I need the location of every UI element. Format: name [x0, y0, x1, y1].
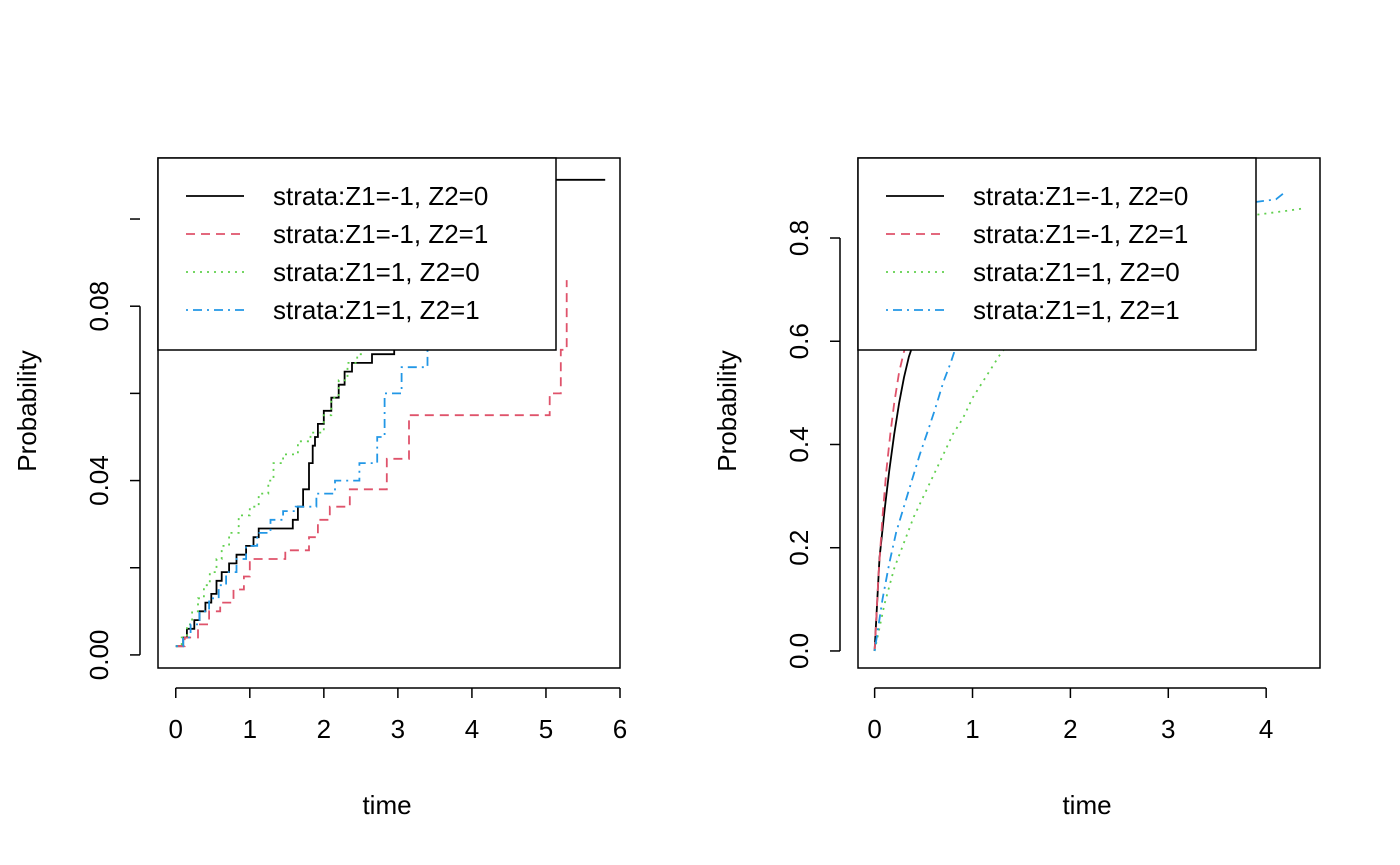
- x-tick-label: 3: [391, 714, 405, 744]
- y-axis-label: Probability: [12, 350, 42, 471]
- legend-label: strata:Z1=1, Z2=1: [973, 295, 1180, 325]
- legend-box: [157, 157, 557, 351]
- legend-label: strata:Z1=-1, Z2=0: [273, 181, 488, 211]
- legend-label: strata:Z1=-1, Z2=1: [973, 219, 1188, 249]
- y-tick-label: 0.00: [84, 630, 114, 681]
- y-tick-label: 0.04: [84, 455, 114, 506]
- legend-box: [857, 157, 1257, 351]
- y-axis-label: Probability: [712, 350, 742, 471]
- right-panel: 0 1 2 3 4 0.0 0.2 0.4 0.6 0.8 time Probability strat…: [712, 157, 1321, 820]
- series-line-2: [873, 335, 910, 652]
- legend-label: strata:Z1=1, Z2=0: [973, 257, 1180, 287]
- legend: strata:Z1=-1, Z2=0 strata:Z1=-1, Z2=1 stra…: [857, 157, 1257, 351]
- y-tick-label: 0.08: [84, 281, 114, 332]
- series-line-1: [873, 335, 917, 652]
- x-tick-label: 2: [317, 714, 331, 744]
- x-tick-label: 5: [539, 714, 553, 744]
- y-tick-label: 0.0: [784, 633, 814, 669]
- left-panel: 0 1 2 3 4 5 6 0.00 0.04 0.08 time Probability strata…: [12, 157, 627, 820]
- legend: strata:Z1=-1, Z2=0 strata:Z1=-1, Z2=1 stra…: [157, 157, 557, 351]
- series-group: [873, 190, 1306, 652]
- series-group: [175, 178, 606, 648]
- y-tick-label: 0.4: [784, 426, 814, 462]
- x-tick-label: 4: [465, 714, 479, 744]
- legend-label: strata:Z1=1, Z2=0: [273, 257, 480, 287]
- x-tick-label: 0: [867, 714, 881, 744]
- x-tick-label: 4: [1259, 714, 1273, 744]
- y-tick-label: 0.2: [784, 530, 814, 566]
- series-line-4: [175, 341, 429, 648]
- legend-label: strata:Z1=1, Z2=1: [273, 295, 480, 325]
- series-line-4: [873, 190, 1287, 652]
- legend-label: strata:Z1=-1, Z2=1: [273, 219, 488, 249]
- x-tick-label: 0: [169, 714, 183, 744]
- x-tick-label: 3: [1161, 714, 1175, 744]
- series-line-1: [175, 178, 606, 648]
- x-axis-label: time: [362, 790, 411, 820]
- x-axis-label: time: [1062, 790, 1111, 820]
- series-line-2: [175, 280, 568, 648]
- series-line-3: [175, 341, 364, 648]
- legend-label: strata:Z1=-1, Z2=0: [973, 181, 1188, 211]
- x-tick-label: 1: [243, 714, 257, 744]
- y-tick-label: 0.6: [784, 323, 814, 359]
- x-tick-label: 6: [613, 714, 627, 744]
- x-tick-label: 1: [965, 714, 979, 744]
- y-tick-label: 0.8: [784, 220, 814, 256]
- x-tick-label: 2: [1063, 714, 1077, 744]
